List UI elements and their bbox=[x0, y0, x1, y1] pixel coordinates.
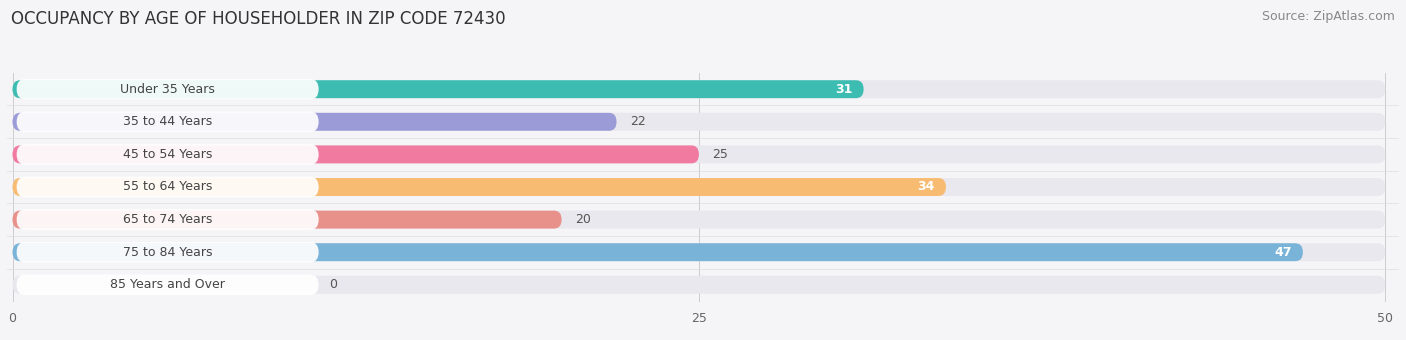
FancyBboxPatch shape bbox=[13, 80, 1385, 98]
Text: 47: 47 bbox=[1274, 246, 1292, 259]
FancyBboxPatch shape bbox=[13, 276, 1385, 294]
FancyBboxPatch shape bbox=[13, 113, 1385, 131]
FancyBboxPatch shape bbox=[13, 211, 561, 228]
FancyBboxPatch shape bbox=[13, 146, 699, 163]
Text: 34: 34 bbox=[918, 181, 935, 193]
Text: 20: 20 bbox=[575, 213, 591, 226]
Text: 25: 25 bbox=[713, 148, 728, 161]
FancyBboxPatch shape bbox=[13, 243, 1385, 261]
FancyBboxPatch shape bbox=[13, 178, 946, 196]
Text: OCCUPANCY BY AGE OF HOUSEHOLDER IN ZIP CODE 72430: OCCUPANCY BY AGE OF HOUSEHOLDER IN ZIP C… bbox=[11, 10, 506, 28]
Text: 22: 22 bbox=[630, 115, 645, 128]
Text: Source: ZipAtlas.com: Source: ZipAtlas.com bbox=[1261, 10, 1395, 23]
FancyBboxPatch shape bbox=[17, 209, 319, 230]
FancyBboxPatch shape bbox=[17, 177, 319, 197]
FancyBboxPatch shape bbox=[13, 178, 1385, 196]
Text: 85 Years and Over: 85 Years and Over bbox=[110, 278, 225, 291]
Text: 45 to 54 Years: 45 to 54 Years bbox=[122, 148, 212, 161]
FancyBboxPatch shape bbox=[17, 112, 319, 132]
FancyBboxPatch shape bbox=[13, 113, 616, 131]
FancyBboxPatch shape bbox=[17, 144, 319, 165]
Text: 35 to 44 Years: 35 to 44 Years bbox=[122, 115, 212, 128]
FancyBboxPatch shape bbox=[17, 79, 319, 100]
FancyBboxPatch shape bbox=[13, 146, 1385, 163]
Text: 65 to 74 Years: 65 to 74 Years bbox=[122, 213, 212, 226]
Text: Under 35 Years: Under 35 Years bbox=[120, 83, 215, 96]
FancyBboxPatch shape bbox=[17, 242, 319, 262]
Text: 75 to 84 Years: 75 to 84 Years bbox=[122, 246, 212, 259]
FancyBboxPatch shape bbox=[13, 243, 1303, 261]
Text: 31: 31 bbox=[835, 83, 852, 96]
FancyBboxPatch shape bbox=[13, 80, 863, 98]
FancyBboxPatch shape bbox=[13, 211, 1385, 228]
Text: 0: 0 bbox=[329, 278, 337, 291]
Text: 55 to 64 Years: 55 to 64 Years bbox=[122, 181, 212, 193]
FancyBboxPatch shape bbox=[17, 274, 319, 295]
